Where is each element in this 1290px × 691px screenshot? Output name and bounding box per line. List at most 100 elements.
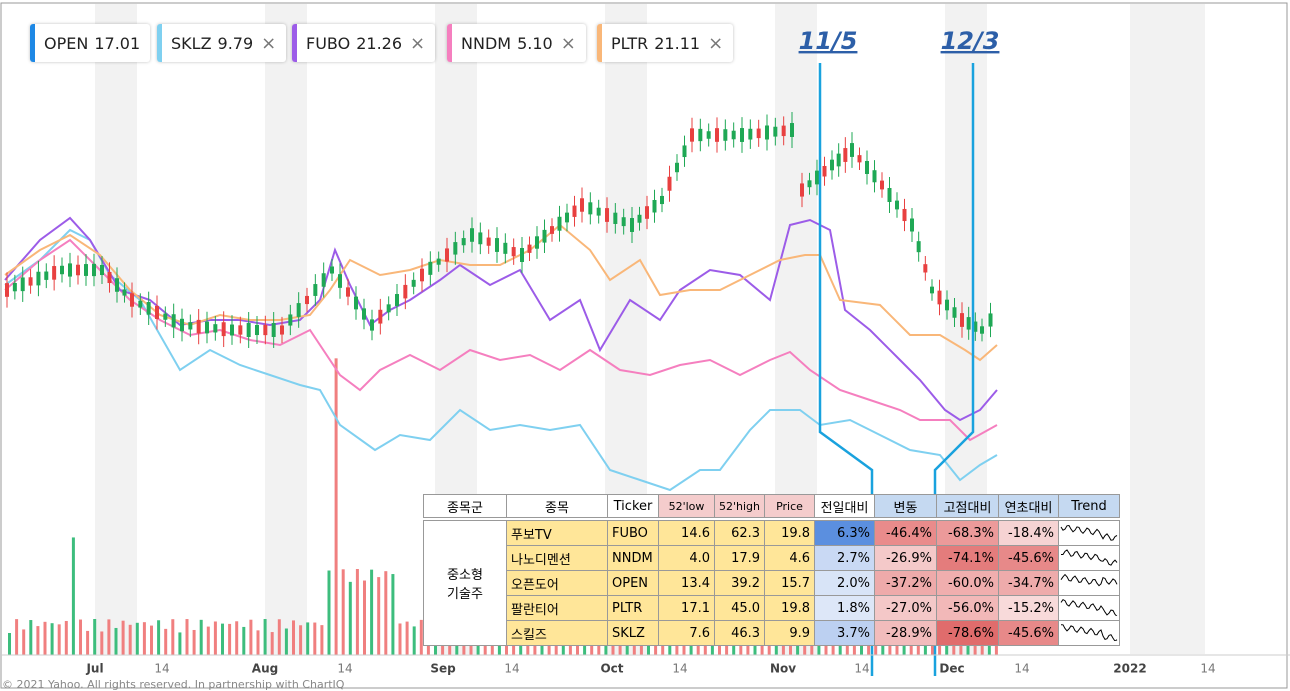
- volume-bar: [419, 619, 423, 655]
- volume-bar: [164, 628, 168, 655]
- volume-bar: [256, 630, 260, 655]
- table-cell: -27.0%: [874, 595, 938, 621]
- candle: [346, 287, 350, 297]
- candle: [230, 324, 234, 336]
- sparkline-path: [1061, 549, 1118, 566]
- legend-close[interactable]: ×: [410, 32, 426, 54]
- volume-bar: [107, 619, 111, 655]
- volume-bar: [71, 537, 75, 655]
- header-cell: 변동: [874, 494, 938, 518]
- volume-bar: [64, 620, 68, 655]
- table-cell: -68.3%: [936, 520, 1000, 546]
- legend-label: PLTR: [611, 33, 649, 53]
- volume-bar: [142, 622, 146, 655]
- candle: [723, 129, 728, 141]
- legend-chip: FUBO 21.26 ×: [292, 24, 436, 62]
- table-cell: 스킬즈: [506, 620, 608, 646]
- candle: [682, 145, 687, 158]
- volume-bar: [199, 619, 203, 655]
- candle: [973, 321, 978, 332]
- volume-bar: [157, 620, 161, 655]
- candle: [645, 206, 649, 219]
- band: [95, 4, 137, 654]
- candle: [196, 319, 201, 334]
- x-tick-label: Nov: [770, 662, 796, 676]
- candle: [800, 183, 804, 197]
- sparkline-path: [1060, 573, 1118, 587]
- candle: [960, 313, 964, 327]
- sparkline-path: [1060, 598, 1118, 617]
- candle: [910, 218, 914, 232]
- candle: [952, 307, 957, 318]
- candle: [378, 309, 383, 324]
- table-cell: 15.7: [764, 570, 816, 596]
- volume-bar: [29, 620, 33, 655]
- candle: [288, 314, 293, 326]
- candle: [550, 226, 554, 234]
- legend-close[interactable]: ×: [261, 32, 277, 54]
- volume-bar: [320, 625, 324, 655]
- candle: [580, 198, 584, 212]
- volume-bar: [412, 626, 416, 655]
- candle: [305, 295, 309, 305]
- volume-bar: [150, 625, 153, 655]
- candle: [698, 128, 703, 142]
- candle: [362, 308, 366, 320]
- candle: [937, 290, 942, 305]
- volume-bar: [249, 619, 253, 655]
- candle: [527, 244, 532, 253]
- legend-label: FUBO: [306, 33, 351, 53]
- volume-bar: [313, 622, 317, 655]
- candle: [520, 248, 524, 262]
- volume-bar: [263, 619, 267, 655]
- candle: [403, 284, 408, 299]
- volume-bar: [341, 569, 345, 655]
- legend-chip: NNDM 5.10 ×: [447, 24, 586, 62]
- x-tick-label: 14: [854, 662, 869, 676]
- candle: [740, 128, 744, 142]
- fubo-line: [4, 216, 998, 422]
- x-tick-label: Jul: [85, 662, 103, 676]
- candle: [843, 148, 848, 162]
- candle: [445, 248, 449, 262]
- candle: [605, 208, 609, 222]
- candle: [923, 264, 928, 273]
- table-cell: -28.9%: [874, 620, 938, 646]
- candle: [171, 314, 176, 328]
- legend-close[interactable]: ×: [560, 32, 576, 54]
- candle: [180, 318, 184, 332]
- volume-bar: [235, 621, 239, 655]
- candle: [756, 128, 761, 139]
- group-label: 기술주: [447, 587, 483, 602]
- footer: © 2021 Yahoo. All rights reserved. In pa…: [2, 678, 345, 691]
- candle: [988, 313, 993, 327]
- table-row: 팔란티어 PLTR 17.1 45.0 19.8 1.8% -27.0% -56.0% -15.…: [424, 595, 1121, 621]
- candle: [511, 247, 516, 257]
- candle: [542, 229, 547, 243]
- table-cell: -46.4%: [874, 520, 938, 546]
- volume-bar: [363, 580, 366, 655]
- candle: [453, 242, 458, 255]
- candle: [12, 282, 17, 292]
- table-row: 오픈도어 OPEN 13.4 39.2 15.7 2.0% -37.2% -60.0% -34.…: [424, 570, 1121, 596]
- candle: [321, 273, 326, 287]
- legend-chip: SKLZ 9.79 ×: [157, 24, 287, 62]
- candle: [895, 200, 899, 210]
- candle: [138, 300, 143, 308]
- candle: [107, 271, 112, 284]
- candle: [535, 236, 539, 249]
- legend-close[interactable]: ×: [708, 32, 724, 54]
- candle: [313, 284, 318, 296]
- table-cell: SKLZ: [607, 620, 659, 646]
- table-cell: OPEN: [607, 570, 659, 596]
- volume-bar: [135, 622, 139, 655]
- volume-bar: [327, 570, 331, 655]
- volume-bar: [299, 625, 303, 655]
- legend-value: 5.10: [517, 33, 553, 53]
- table-cell: 62.3: [713, 520, 766, 546]
- table-cell: -26.9%: [874, 545, 938, 571]
- volume-bar: [114, 627, 118, 655]
- candle: [146, 301, 151, 315]
- volume-bar: [334, 358, 338, 655]
- table-cell: 4.6: [764, 545, 816, 571]
